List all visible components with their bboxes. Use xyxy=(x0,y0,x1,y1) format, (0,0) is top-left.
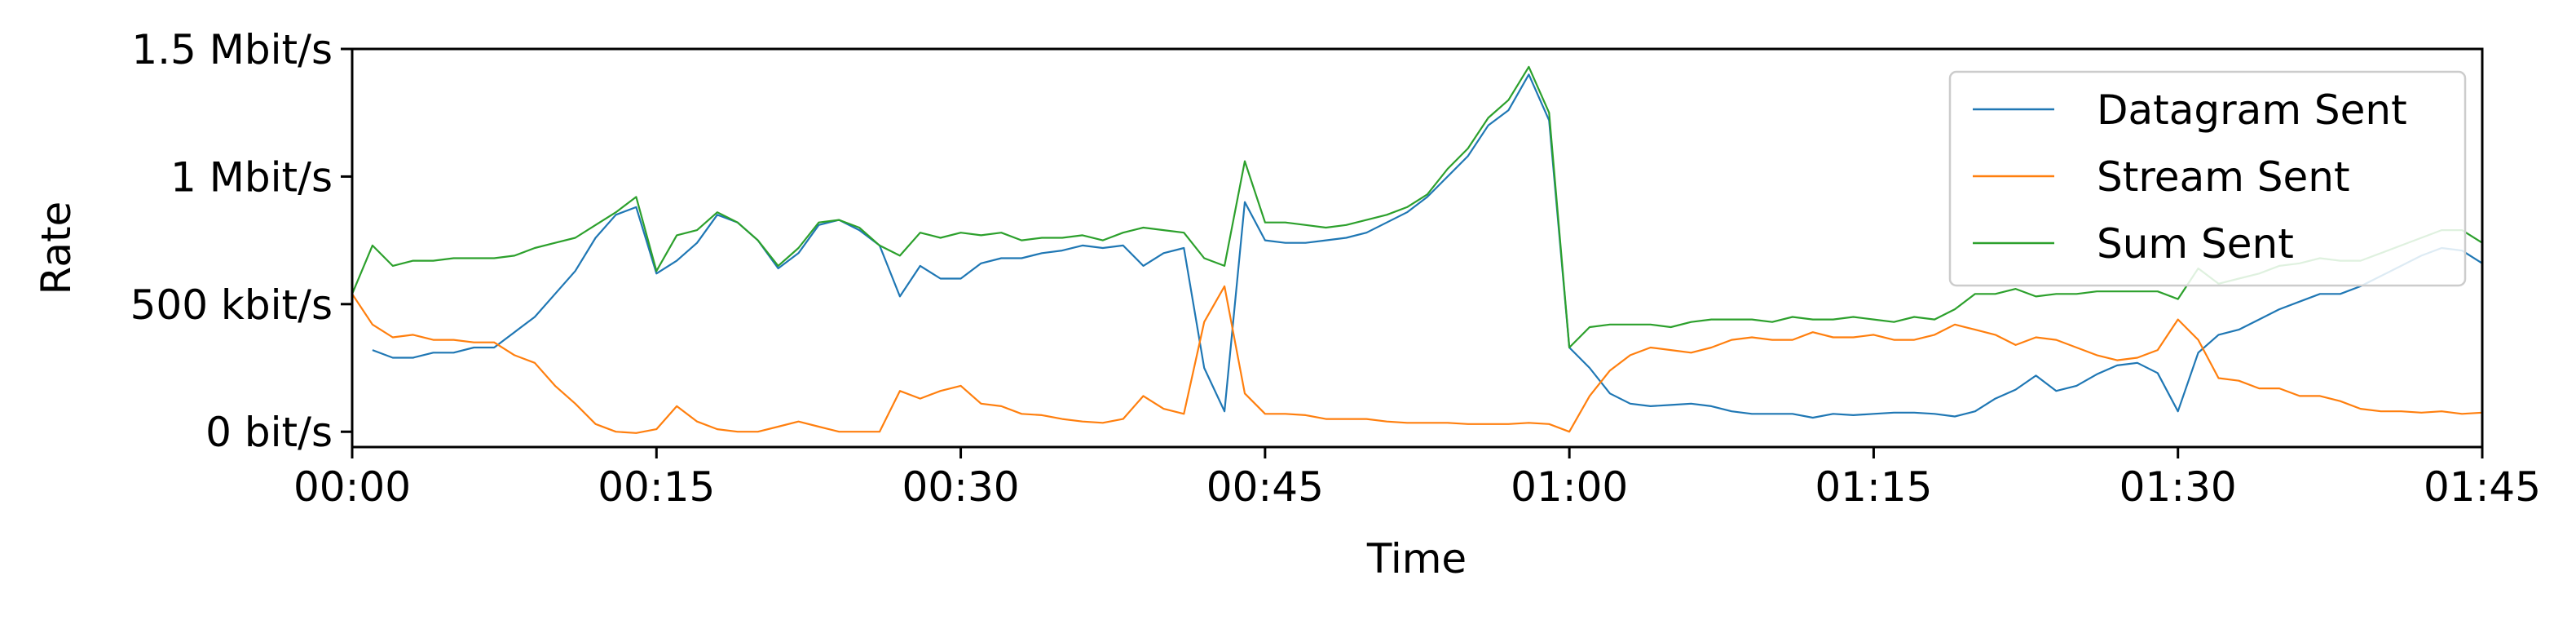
legend: Datagram Sent Stream Sent Sum Sent xyxy=(1948,70,2467,287)
x-axis: 00:00 00:15 00:30 00:45 01:00 01:15 01:30 01:45 xyxy=(293,447,2541,511)
x-tick-label: 00:00 xyxy=(293,463,411,511)
plot-frame xyxy=(351,47,2484,449)
y-tick-label: 1.5 Mbit/s xyxy=(131,26,333,73)
x-axis-title: Time xyxy=(1366,535,1467,582)
legend-box xyxy=(1948,70,2467,287)
x-tick-label: 01:15 xyxy=(1815,463,1932,511)
legend-label-datagram-sent: Datagram Sent xyxy=(2097,86,2407,134)
legend-label-stream-sent: Stream Sent xyxy=(2097,153,2350,201)
plot-lines xyxy=(351,65,2483,434)
x-tick-label: 01:45 xyxy=(2424,463,2541,511)
x-tick-label: 00:15 xyxy=(598,463,715,511)
x-tick-label: 00:45 xyxy=(1206,463,1324,511)
series-line-stream-sent xyxy=(351,285,2483,434)
y-tick-label: 1 Mbit/s xyxy=(170,153,333,201)
series-line-datagram-sent xyxy=(372,73,2483,419)
y-axis-title: Rate xyxy=(33,202,80,295)
legend-label-sum-sent: Sum Sent xyxy=(2097,220,2294,268)
y-tick-label: 500 kbit/s xyxy=(130,281,333,329)
y-tick-label: 0 bit/s xyxy=(205,409,333,456)
y-axis: 0 bit/s 500 kbit/s 1 Mbit/s 1.5 Mbit/s xyxy=(130,26,352,456)
x-tick-label: 00:30 xyxy=(902,463,1020,511)
x-tick-label: 01:30 xyxy=(2119,463,2237,511)
x-tick-label: 01:00 xyxy=(1511,463,1628,511)
series-line-sum-sent xyxy=(351,65,2483,349)
